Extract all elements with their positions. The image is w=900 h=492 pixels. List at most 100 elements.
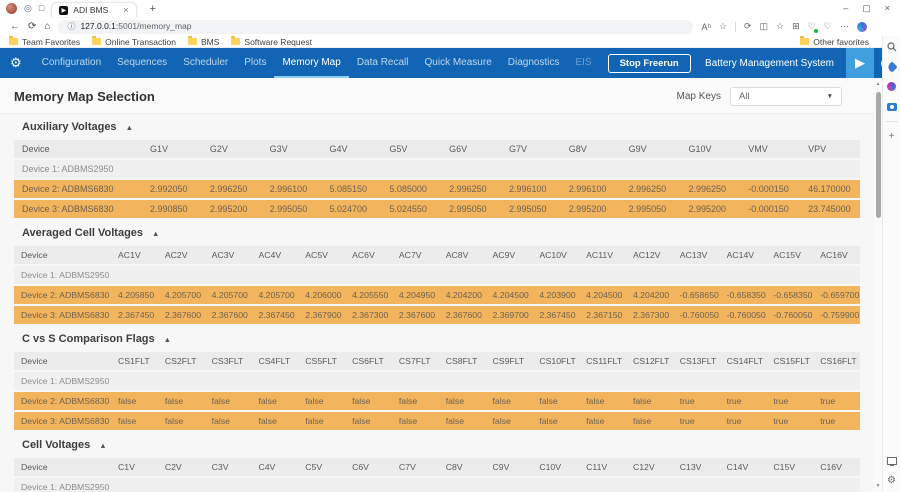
nav-item-eis[interactable]: EIS bbox=[575, 56, 592, 68]
search-icon[interactable] bbox=[886, 41, 897, 52]
split-screen-icon[interactable]: ◫ bbox=[759, 21, 769, 31]
refresh-button[interactable]: ⟳ bbox=[28, 20, 37, 32]
page-scrollbar[interactable]: ▲ ▼ bbox=[874, 78, 882, 492]
section-header[interactable]: Cell Voltages ▲ bbox=[14, 432, 860, 456]
collapse-arrow-icon[interactable]: ▲ bbox=[163, 334, 172, 344]
table-row[interactable]: Device 1: ADBMS2950 bbox=[14, 266, 860, 284]
url-bar[interactable]: ⓘ 127.0.0.1:5001/memory_map bbox=[58, 19, 694, 34]
table-header-row: Device CS1FLT CS2FLT CS3FLT CS4FLT CS5FLT CS6F… bbox=[14, 352, 860, 370]
back-button[interactable]: ← bbox=[10, 20, 20, 32]
settings-gear-icon[interactable]: ⚙ bbox=[10, 55, 22, 70]
value-cell: false bbox=[391, 412, 439, 430]
adi-play-logo-icon[interactable]: ▶ bbox=[846, 48, 874, 78]
window-minimize-button[interactable]: – bbox=[843, 3, 849, 13]
scrollbar-up-icon[interactable]: ▲ bbox=[875, 81, 881, 87]
table-row[interactable]: Device 3: ADBMS6830 false false false false f… bbox=[14, 412, 860, 430]
nav-item-sequences[interactable]: Sequences bbox=[117, 56, 168, 68]
screenshot-icon[interactable] bbox=[886, 456, 897, 467]
favorites-bar-item[interactable]: Team Favorites bbox=[9, 36, 81, 47]
profile-avatar[interactable] bbox=[6, 3, 17, 14]
column-header: C15V bbox=[766, 458, 814, 476]
home-button[interactable]: ⌂ bbox=[44, 20, 51, 32]
settings-more-icon[interactable]: ⋯ bbox=[839, 21, 849, 31]
collapse-arrow-icon[interactable]: ▲ bbox=[125, 122, 133, 132]
value-cell bbox=[261, 160, 322, 178]
other-favorites[interactable]: Other favorites bbox=[800, 36, 891, 47]
shopping-icon[interactable]: ♡ bbox=[807, 21, 818, 33]
favorites-bar-item[interactable]: Software Request bbox=[231, 36, 312, 47]
section-header[interactable]: C vs S Comparison Flags ▲ bbox=[14, 326, 860, 350]
value-cell: 2.996250 bbox=[620, 180, 681, 198]
value-cell: 23.745000 bbox=[800, 200, 860, 218]
nav-item-scheduler[interactable]: Scheduler bbox=[183, 56, 229, 68]
map-keys-select[interactable]: All ▼ bbox=[730, 87, 842, 106]
nav-item-data-recall[interactable]: Data Recall bbox=[356, 56, 409, 68]
favorite-star-icon[interactable]: ☆ bbox=[718, 21, 727, 31]
favorite-label: Team Favorites bbox=[22, 36, 81, 47]
value-cell bbox=[251, 266, 299, 284]
favorites-bar-item[interactable]: BMS bbox=[187, 36, 219, 47]
value-cell: -0.000150 bbox=[740, 200, 801, 218]
table-header-row: Device C1V C2V C3V C4V C5V C6V C7V C8V C9V C10V C11… bbox=[14, 458, 860, 476]
value-cell: false bbox=[157, 412, 205, 430]
tab-actions-icon[interactable]: □ bbox=[38, 3, 45, 13]
value-cell: true bbox=[766, 412, 814, 430]
value-cell: false bbox=[204, 412, 252, 430]
copilot-orb-icon[interactable] bbox=[886, 81, 897, 92]
stop-freerun-button[interactable]: Stop Freerun bbox=[607, 53, 691, 73]
value-cell bbox=[813, 478, 860, 492]
sidebar-settings-icon[interactable]: ⚙ bbox=[887, 475, 896, 486]
copilot-icon[interactable] bbox=[856, 21, 867, 32]
nav-item-diagnostics[interactable]: Diagnostics bbox=[507, 56, 560, 68]
nav-item-configuration[interactable]: Configuration bbox=[41, 56, 102, 68]
table-row[interactable]: Device 3: ADBMS6830 2.367450 2.367600 2.367… bbox=[14, 306, 860, 324]
shopping-tag-icon[interactable] bbox=[885, 60, 898, 73]
nav-item-quick-measure[interactable]: Quick Measure bbox=[424, 56, 492, 68]
browser-essentials-icon[interactable]: ♡ bbox=[823, 21, 832, 31]
map-keys-label: Map Keys bbox=[676, 91, 721, 102]
table-row[interactable]: Device 1: ADBMS2950 bbox=[14, 160, 860, 178]
section-header[interactable]: Auxiliary Voltages ▲ bbox=[14, 114, 860, 138]
site-info-icon[interactable]: ⓘ bbox=[67, 22, 76, 31]
table-row[interactable]: Device 2: ADBMS6830 2.992050 2.996250 2.996… bbox=[14, 180, 860, 198]
workspaces-icon[interactable]: ◎ bbox=[24, 3, 32, 13]
collapse-arrow-icon[interactable]: ▲ bbox=[152, 228, 160, 238]
browser-tab[interactable]: ▶ ADI BMS × bbox=[51, 2, 137, 17]
column-header: CS1FLT bbox=[111, 352, 158, 370]
favorites-list-icon[interactable]: ☆ bbox=[776, 21, 785, 31]
new-tab-button[interactable]: + bbox=[149, 2, 156, 15]
window-maximize-button[interactable]: ▢ bbox=[862, 3, 871, 13]
table-row[interactable]: Device 1: ADBMS2950 bbox=[14, 372, 860, 390]
column-header: C1V bbox=[111, 458, 158, 476]
nav-item-memory-map[interactable]: Memory Map bbox=[274, 48, 349, 78]
scrollbar-down-icon[interactable]: ▼ bbox=[875, 483, 881, 489]
column-header: G5V bbox=[381, 140, 442, 158]
column-header: G7V bbox=[500, 140, 561, 158]
value-cell: false bbox=[625, 392, 673, 410]
value-cell bbox=[251, 478, 299, 492]
value-cell: 2.995050 bbox=[261, 200, 322, 218]
value-cell bbox=[201, 160, 262, 178]
value-cell: -0.759900 bbox=[813, 306, 860, 324]
extension-refresh-icon[interactable]: ⟳ bbox=[743, 21, 752, 31]
value-cell bbox=[298, 372, 346, 390]
table-row[interactable]: Device 2: ADBMS6830 false false false false f… bbox=[14, 392, 860, 410]
window-close-button[interactable]: × bbox=[884, 3, 890, 13]
table-row[interactable]: Device 3: ADBMS6830 2.990850 2.995200 2.995… bbox=[14, 200, 860, 218]
section-header[interactable]: Averaged Cell Voltages ▲ bbox=[14, 220, 860, 244]
value-cell bbox=[532, 372, 580, 390]
scrollbar-thumb[interactable] bbox=[875, 92, 881, 218]
collapse-arrow-icon[interactable]: ▲ bbox=[99, 440, 107, 450]
favorites-bar-item[interactable]: Online Transaction bbox=[92, 36, 176, 47]
table-row[interactable]: Device 2: ADBMS6830 4.205850 4.205700 4.205… bbox=[14, 286, 860, 304]
add-sidebar-item-icon[interactable]: + bbox=[888, 131, 895, 142]
tab-title: ADI BMS bbox=[73, 5, 109, 15]
device-cell: Device 1: ADBMS2950 bbox=[14, 478, 111, 492]
collections-icon[interactable]: ⊞ bbox=[792, 21, 800, 31]
image-creator-icon[interactable] bbox=[886, 101, 897, 112]
read-aloud-icon[interactable]: Aʰ bbox=[701, 21, 711, 32]
nav-item-plots[interactable]: Plots bbox=[244, 56, 267, 68]
table-row[interactable]: Device 1: ADBMS2950 bbox=[14, 478, 860, 492]
column-header: Device bbox=[14, 246, 111, 264]
tab-close-icon[interactable]: × bbox=[123, 5, 129, 15]
